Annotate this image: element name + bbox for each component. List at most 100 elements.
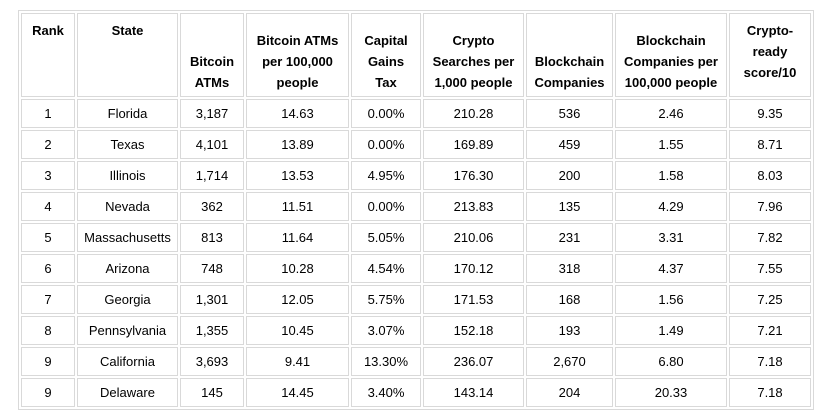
header-row: Rank State Bitcoin ATMs Bitcoin ATMs per… xyxy=(21,13,811,97)
cell-rank: 7 xyxy=(21,285,75,314)
table-row: 3 Illinois 1,714 13.53 4.95% 176.30 200 … xyxy=(21,161,811,190)
cell-crypto-ready-score: 7.18 xyxy=(729,378,811,407)
cell-crypto-ready-score: 7.96 xyxy=(729,192,811,221)
cell-capital-gains-tax: 13.30% xyxy=(351,347,421,376)
cell-blockchain-per-100k: 6.80 xyxy=(615,347,727,376)
table-header: Rank State Bitcoin ATMs Bitcoin ATMs per… xyxy=(21,13,811,97)
cell-atms-per-100k: 14.63 xyxy=(246,99,349,128)
cell-rank: 9 xyxy=(21,378,75,407)
cell-atms-per-100k: 11.51 xyxy=(246,192,349,221)
cell-crypto-ready-score: 7.18 xyxy=(729,347,811,376)
cell-blockchain-companies: 2,670 xyxy=(526,347,613,376)
cell-atms-per-100k: 14.45 xyxy=(246,378,349,407)
cell-capital-gains-tax: 0.00% xyxy=(351,99,421,128)
cell-blockchain-companies: 135 xyxy=(526,192,613,221)
cell-crypto-searches: 143.14 xyxy=(423,378,524,407)
cell-atms-per-100k: 13.89 xyxy=(246,130,349,159)
cell-blockchain-companies: 459 xyxy=(526,130,613,159)
table-row: 6 Arizona 748 10.28 4.54% 170.12 318 4.3… xyxy=(21,254,811,283)
cell-bitcoin-atms: 4,101 xyxy=(180,130,244,159)
cell-bitcoin-atms: 362 xyxy=(180,192,244,221)
cell-rank: 6 xyxy=(21,254,75,283)
cell-crypto-searches: 171.53 xyxy=(423,285,524,314)
cell-bitcoin-atms: 3,187 xyxy=(180,99,244,128)
cell-rank: 1 xyxy=(21,99,75,128)
cell-blockchain-per-100k: 1.55 xyxy=(615,130,727,159)
cell-crypto-searches: 170.12 xyxy=(423,254,524,283)
cell-capital-gains-tax: 4.54% xyxy=(351,254,421,283)
cell-state: Pennsylvania xyxy=(77,316,178,345)
table-body: 1 Florida 3,187 14.63 0.00% 2 10.28 5 3 6 2… xyxy=(21,99,811,407)
header-blockchain-per-100k: Blockchain Companies per 100,000 people xyxy=(615,13,727,97)
cell-capital-gains-tax: 3.07% xyxy=(351,316,421,345)
cell-atms-per-100k: 9.41 xyxy=(246,347,349,376)
cell-crypto-searches: 236.07 xyxy=(423,347,524,376)
cell-blockchain-companies: 231 xyxy=(526,223,613,252)
cell-crypto-ready-score: 7.55 xyxy=(729,254,811,283)
cell-crypto-ready-score: 7.82 xyxy=(729,223,811,252)
cell-atms-per-100k: 10.28 xyxy=(246,254,349,283)
cell-blockchain-per-100k: 3.31 xyxy=(615,223,727,252)
header-capital-gains-tax: Capital Gains Tax xyxy=(351,13,421,97)
cell-state: Florida xyxy=(77,99,178,128)
cell-crypto-ready-score: 8.71 xyxy=(729,130,811,159)
table-row: 4 Nevada 362 11.51 0.00% 213.83 135 4.29… xyxy=(21,192,811,221)
cell-capital-gains-tax: 3.40% xyxy=(351,378,421,407)
cell-rank: 5 xyxy=(21,223,75,252)
cell-blockchain-per-100k: 1.49 xyxy=(615,316,727,345)
cell-rank: 8 xyxy=(21,316,75,345)
cell-blockchain-per-100k: 1.58 xyxy=(615,161,727,190)
cell-state: Georgia xyxy=(77,285,178,314)
header-crypto-searches: Crypto Searches per 1,000 people xyxy=(423,13,524,97)
cell-bitcoin-atms: 748 xyxy=(180,254,244,283)
header-crypto-ready-score: Crypto- ready score/10 xyxy=(729,13,811,97)
cell-blockchain-companies: 318 xyxy=(526,254,613,283)
cell-state: Texas xyxy=(77,130,178,159)
cell-capital-gains-tax: 5.05% xyxy=(351,223,421,252)
cell-rank: 2 xyxy=(21,130,75,159)
cell-state: Illinois xyxy=(77,161,178,190)
cell-atms-per-100k: 10.45 xyxy=(246,316,349,345)
cell-atms-per-100k: 12.05 xyxy=(246,285,349,314)
cell-rank: 9 xyxy=(21,347,75,376)
cell-crypto-searches: 213.83 xyxy=(423,192,524,221)
cell-state: Delaware xyxy=(77,378,178,407)
cell-atms-per-100k: 11.64 xyxy=(246,223,349,252)
cell-atms-per-100k: 13.53 xyxy=(246,161,349,190)
cell-bitcoin-atms: 813 xyxy=(180,223,244,252)
crypto-ready-states-table: Rank State Bitcoin ATMs Bitcoin ATMs per… xyxy=(18,10,814,410)
cell-capital-gains-tax: 5.75% xyxy=(351,285,421,314)
cell-blockchain-companies: 168 xyxy=(526,285,613,314)
cell-capital-gains-tax: 0.00% xyxy=(351,130,421,159)
cell-blockchain-per-100k: 4.37 xyxy=(615,254,727,283)
cell-crypto-searches: 152.18 xyxy=(423,316,524,345)
cell-bitcoin-atms: 1,355 xyxy=(180,316,244,345)
cell-blockchain-companies: 200 xyxy=(526,161,613,190)
cell-bitcoin-atms: 1,301 xyxy=(180,285,244,314)
cell-state: Nevada xyxy=(77,192,178,221)
cell-crypto-searches: 176.30 xyxy=(423,161,524,190)
cell-blockchain-companies: 204 xyxy=(526,378,613,407)
cell-blockchain-per-100k: 20.33 xyxy=(615,378,727,407)
table-row: 9 Delaware 145 14.45 3.40% 143.14 204 20… xyxy=(21,378,811,407)
cell-crypto-ready-score: 8.03 xyxy=(729,161,811,190)
header-state: State xyxy=(77,13,178,97)
table-container: Rank State Bitcoin ATMs Bitcoin ATMs per… xyxy=(18,10,814,410)
header-bitcoin-atms: Bitcoin ATMs xyxy=(180,13,244,97)
header-rank: Rank xyxy=(21,13,75,97)
table-row: 5 Massachusetts 813 11.64 5.05% 210.06 2… xyxy=(21,223,811,252)
cell-blockchain-per-100k: 2.46 xyxy=(615,99,727,128)
cell-blockchain-per-100k: 1.56 xyxy=(615,285,727,314)
cell-rank: 3 xyxy=(21,161,75,190)
table-row: 9 California 3,693 9.41 13.30% 236.07 2,… xyxy=(21,347,811,376)
header-atms-per-100k: Bitcoin ATMs per 100,000 people xyxy=(246,13,349,97)
cell-crypto-ready-score: 9.35 xyxy=(729,99,811,128)
cell-crypto-searches: 169.89 xyxy=(423,130,524,159)
cell-bitcoin-atms: 145 xyxy=(180,378,244,407)
cell-crypto-searches: 210.06 xyxy=(423,223,524,252)
cell-rank: 4 xyxy=(21,192,75,221)
cell-bitcoin-atms: 3,693 xyxy=(180,347,244,376)
table-row: 1 Florida 3,187 14.63 0.00% 210.28 536 2… xyxy=(21,99,811,128)
cell-crypto-ready-score: 7.25 xyxy=(729,285,811,314)
cell-state: California xyxy=(77,347,178,376)
